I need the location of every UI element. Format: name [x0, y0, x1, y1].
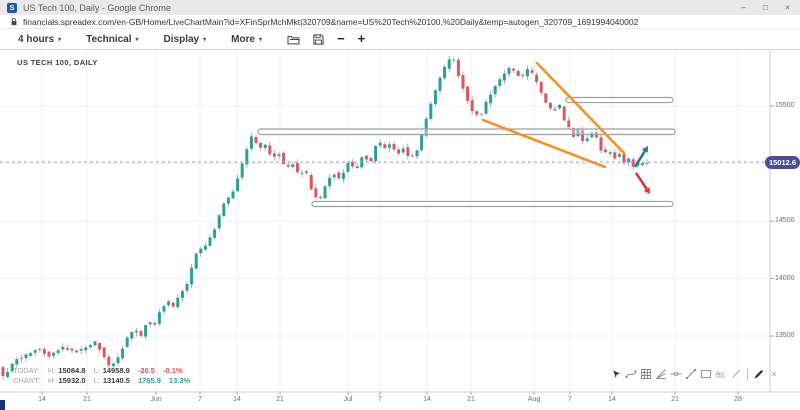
- symbol-label: US TECH 100, DAILY: [17, 58, 98, 67]
- diagonal-line-tool-icon[interactable]: [730, 367, 742, 381]
- today-high: 15084.8: [58, 366, 86, 375]
- current-price-badge: 15012.6: [765, 155, 800, 169]
- minimize-button[interactable]: –: [741, 2, 746, 12]
- zoom-in-button[interactable]: +: [357, 31, 366, 46]
- technical-dropdown[interactable]: Technical ▾: [86, 33, 139, 45]
- pointer-tool-icon[interactable]: [610, 367, 622, 381]
- chevron-down-icon: ▾: [259, 36, 263, 43]
- display-dropdown[interactable]: Display ▾: [163, 33, 207, 45]
- legend-today-row: TODAY: H: 15084.8 L: 14958.9 -20.5 -0.1%: [13, 366, 183, 375]
- legend-chart-row: CHART: H: 15932.0 L: 13140.5 1765.9 13.3%: [13, 376, 191, 385]
- more-dropdown[interactable]: More ▾: [231, 33, 263, 45]
- svg-text:Abc: Abc: [715, 371, 725, 377]
- y-axis-label: 13500: [775, 332, 795, 339]
- spreadex-favicon: S: [7, 2, 17, 13]
- zoom-out-button[interactable]: −: [337, 31, 345, 46]
- x-axis-label: 21: [467, 396, 475, 403]
- y-axis-label: 14500: [775, 217, 795, 224]
- x-axis-label: Jun: [150, 396, 162, 403]
- maximize-button[interactable]: □: [762, 2, 769, 12]
- x-axis-label: Aug: [527, 396, 541, 403]
- background-window-fragment: [0, 400, 5, 410]
- y-axis-label: 14000: [775, 274, 795, 282]
- x-axis-label: Jul: [343, 396, 353, 403]
- y-axis-label: 15500: [775, 102, 795, 109]
- open-folder-icon[interactable]: [287, 34, 300, 45]
- rectangle-tool-icon[interactable]: [700, 367, 712, 381]
- chevron-down-icon: ▾: [58, 36, 62, 43]
- toolbar-divider: [747, 368, 748, 380]
- titlebar: S US Tech 100, Daily - Google Chrome – □…: [0, 0, 800, 15]
- chart-high: 15932.0: [58, 376, 86, 385]
- curve-tool-icon[interactable]: [625, 367, 637, 381]
- x-axis-label: 7: [568, 396, 572, 403]
- x-axis-label: 14: [423, 396, 431, 403]
- drawing-toolbar: Abc ×: [610, 367, 780, 381]
- chart-change: 1765.9: [137, 376, 161, 385]
- today-change-pct: -0.1%: [162, 366, 183, 375]
- x-axis-label: 7: [198, 396, 202, 403]
- close-button[interactable]: ×: [785, 2, 790, 12]
- x-axis-label: 14: [608, 396, 616, 403]
- url-bar[interactable]: financials.spreadex.com/en-GB/Home/LiveC…: [0, 15, 800, 29]
- x-axis-label: 21: [671, 396, 679, 403]
- x-axis-label: 14: [233, 396, 241, 403]
- window-title: US Tech 100, Daily - Google Chrome: [23, 2, 171, 13]
- lock-icon: [10, 13, 18, 31]
- trend-line-tool-icon[interactable]: [685, 367, 697, 381]
- pencil-tool-icon[interactable]: [753, 367, 765, 381]
- save-icon[interactable]: [313, 33, 324, 45]
- x-axis-label: 21: [83, 396, 91, 403]
- chart-change-pct: 13.3%: [168, 376, 191, 385]
- trend-angle-tool-icon[interactable]: [655, 367, 667, 381]
- x-axis-label: 7: [378, 396, 382, 403]
- close-drawing-icon[interactable]: ×: [771, 369, 777, 379]
- x-axis-label: 21: [276, 396, 284, 403]
- candlestick-chart[interactable]: [0, 50, 800, 410]
- chevron-down-icon: ▾: [135, 36, 139, 43]
- chart-low: 13140.5: [102, 376, 130, 385]
- today-change: -20.5: [137, 366, 155, 375]
- chart-toolbar: 4 hours ▾ Technical ▾ Display ▾ More ▾ −…: [0, 29, 800, 50]
- chevron-down-icon: ▾: [203, 36, 207, 43]
- today-low: 14958.9: [102, 366, 130, 375]
- timeframe-dropdown[interactable]: 4 hours ▾: [18, 33, 62, 45]
- ohlc-legend: TODAY: H: 15084.8 L: 14958.9 -20.5 -0.1% C…: [13, 366, 190, 386]
- x-axis-label: 28: [734, 396, 742, 403]
- address-url[interactable]: financials.spreadex.com/en-GB/Home/LiveC…: [23, 16, 639, 27]
- x-axis-label: 14: [38, 396, 46, 403]
- horizontal-line-tool-icon[interactable]: [670, 367, 682, 381]
- chart-canvas[interactable]: US TECH 100, DAILY 15012.6 15500 14500 140…: [0, 50, 800, 410]
- text-tool-icon[interactable]: Abc: [715, 367, 727, 381]
- grid-tool-icon[interactable]: [640, 367, 652, 381]
